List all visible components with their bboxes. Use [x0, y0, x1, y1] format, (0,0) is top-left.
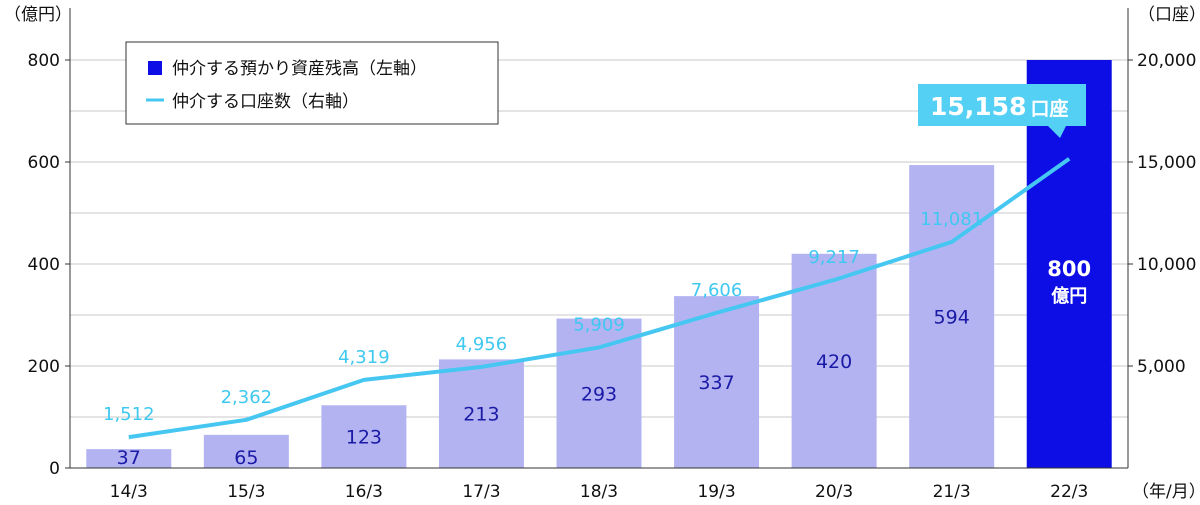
- bar-value-label: 65: [234, 447, 258, 469]
- x-tick-label: 21/3: [933, 482, 971, 502]
- line-value-label: 5,909: [573, 314, 625, 335]
- x-tick-label: 18/3: [580, 482, 618, 502]
- right-tick-label: 20,000: [1137, 51, 1196, 71]
- legend-box: [125, 41, 499, 125]
- left-tick-label: 800: [28, 51, 60, 71]
- left-axis-unit: （億円）: [4, 5, 72, 25]
- bar: [203, 434, 289, 468]
- bar-value-unit: 億円: [1051, 285, 1087, 307]
- callout-label: 15,158 口座: [930, 92, 1069, 121]
- bar: [909, 165, 995, 468]
- line-value-label: 2,362: [221, 387, 273, 408]
- bar-value-label: 213: [463, 404, 499, 426]
- x-tick-label: 22/3: [1050, 482, 1088, 502]
- bar: [674, 296, 760, 468]
- bar-value-label: 594: [934, 307, 970, 329]
- line-value-label: 4,956: [456, 334, 508, 355]
- legend-bar-swatch: [148, 61, 162, 75]
- bar-value-label: 293: [581, 383, 617, 405]
- bar: [321, 405, 407, 468]
- left-tick-label: 0: [49, 459, 60, 479]
- bar: [556, 318, 642, 468]
- left-tick-label: 200: [28, 357, 60, 377]
- line-value-label: 11,081: [920, 209, 983, 230]
- x-tick-label: 17/3: [462, 482, 500, 502]
- bar-value-label: 37: [117, 447, 141, 469]
- line-value-label: 4,319: [338, 347, 390, 368]
- bar: [1026, 60, 1112, 468]
- x-tick-label: 19/3: [697, 482, 735, 502]
- legend-bar-label: 仲介する預かり資産残高（左軸）: [172, 59, 427, 79]
- callout-value: 15,158: [930, 92, 1026, 121]
- x-axis-unit: （年/月）: [1132, 482, 1200, 502]
- left-tick-label: 600: [28, 153, 60, 173]
- x-tick-label: 15/3: [227, 482, 265, 502]
- bar-value-label: 337: [698, 372, 734, 394]
- bar-value-label: 123: [346, 427, 382, 449]
- line-value-label: 7,606: [691, 280, 743, 301]
- left-tick-label: 400: [28, 255, 60, 275]
- line-series: [128, 157, 1071, 440]
- x-tick-label: 14/3: [110, 482, 148, 502]
- callout-unit: 口座: [1030, 97, 1068, 120]
- line-value-label: 9,217: [808, 247, 860, 268]
- legend-line-label: 仲介する口座数（右軸）: [172, 92, 359, 112]
- right-tick-label: 5,000: [1137, 357, 1186, 377]
- bar: [86, 449, 172, 468]
- x-tick-label: 16/3: [345, 482, 383, 502]
- right-axis-unit: （口座）: [1138, 5, 1200, 25]
- bar: [438, 359, 524, 468]
- right-tick-label: 10,000: [1137, 255, 1196, 275]
- right-tick-label: 15,000: [1137, 153, 1196, 173]
- bar-value-label: 800: [1047, 257, 1091, 281]
- line-value-label: 1,512: [103, 404, 155, 425]
- x-tick-label: 20/3: [815, 482, 853, 502]
- callout-bubble: [918, 84, 1086, 138]
- bar-value-label: 420: [816, 351, 852, 373]
